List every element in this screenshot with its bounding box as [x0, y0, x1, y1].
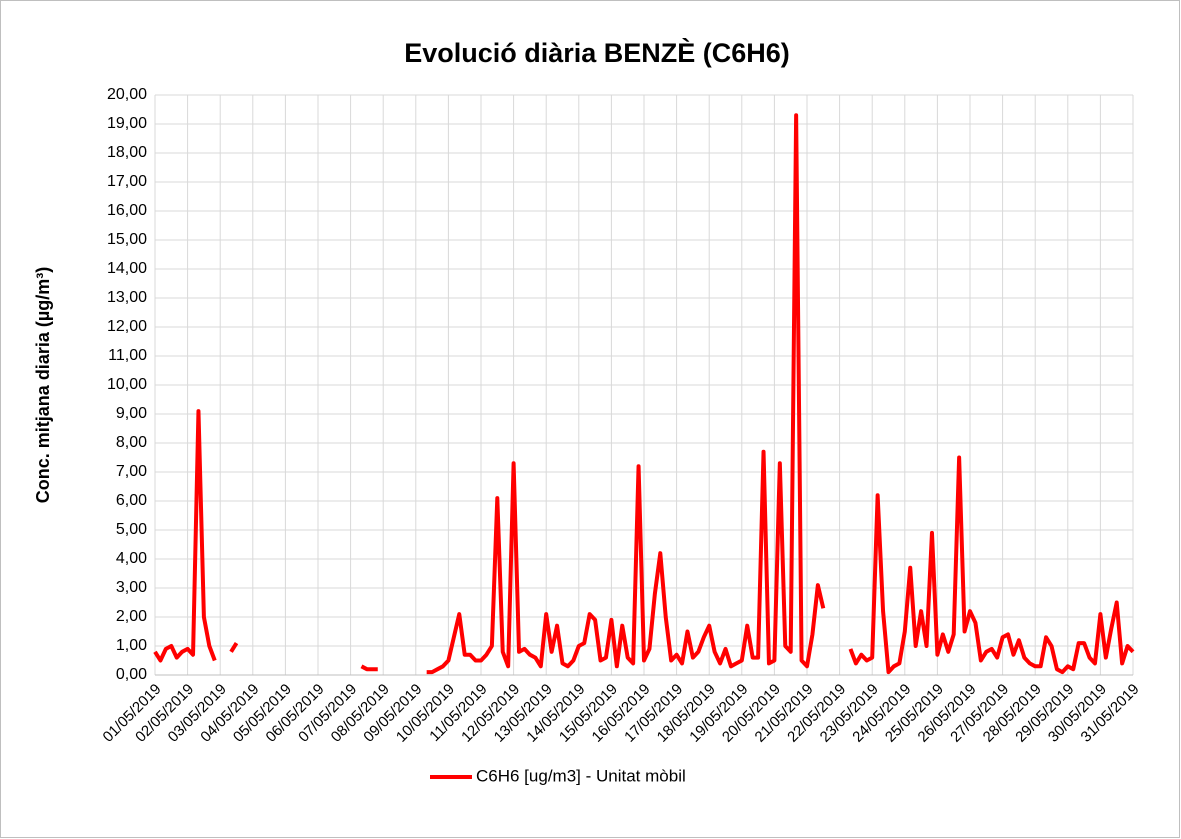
y-tick-label: 10,00 — [107, 376, 147, 393]
y-tick-label: 20,00 — [107, 86, 147, 103]
legend-label: C6H6 [ug/m3] - Unitat mòbil — [476, 766, 686, 785]
y-tick-label: 15,00 — [107, 231, 147, 248]
y-tick-label: 12,00 — [107, 318, 147, 335]
y-tick-label: 18,00 — [107, 144, 147, 161]
y-tick-label: 16,00 — [107, 202, 147, 219]
data-line — [848, 455, 1135, 675]
y-tick-label: 11,00 — [108, 347, 147, 364]
y-axis-title: Conc. mitjana diaria (µg/m³) — [33, 267, 53, 503]
y-tick-label: 9,00 — [116, 405, 147, 422]
y-tick-label: 19,00 — [107, 115, 147, 132]
y-tick-label: 3,00 — [116, 579, 147, 596]
data-line — [426, 113, 826, 675]
y-tick-label: 8,00 — [116, 434, 147, 451]
y-tick-label: 14,00 — [107, 260, 147, 277]
data-line — [229, 642, 239, 653]
y-tick-label: 13,00 — [107, 289, 147, 306]
y-tick-label: 17,00 — [107, 173, 147, 190]
y-tick-label: 6,00 — [116, 492, 147, 509]
y-tick-label: 1,00 — [116, 637, 147, 654]
data-line — [360, 664, 378, 672]
chart-title: Evolució diària BENZÈ (C6H6) — [404, 37, 790, 68]
y-tick-label: 7,00 — [116, 463, 147, 480]
y-tick-label: 4,00 — [116, 550, 147, 567]
y-tick-label: 0,00 — [116, 666, 147, 683]
y-tick-label: 5,00 — [116, 521, 147, 538]
data-line — [153, 409, 217, 663]
y-tick-label: 2,00 — [116, 608, 147, 625]
